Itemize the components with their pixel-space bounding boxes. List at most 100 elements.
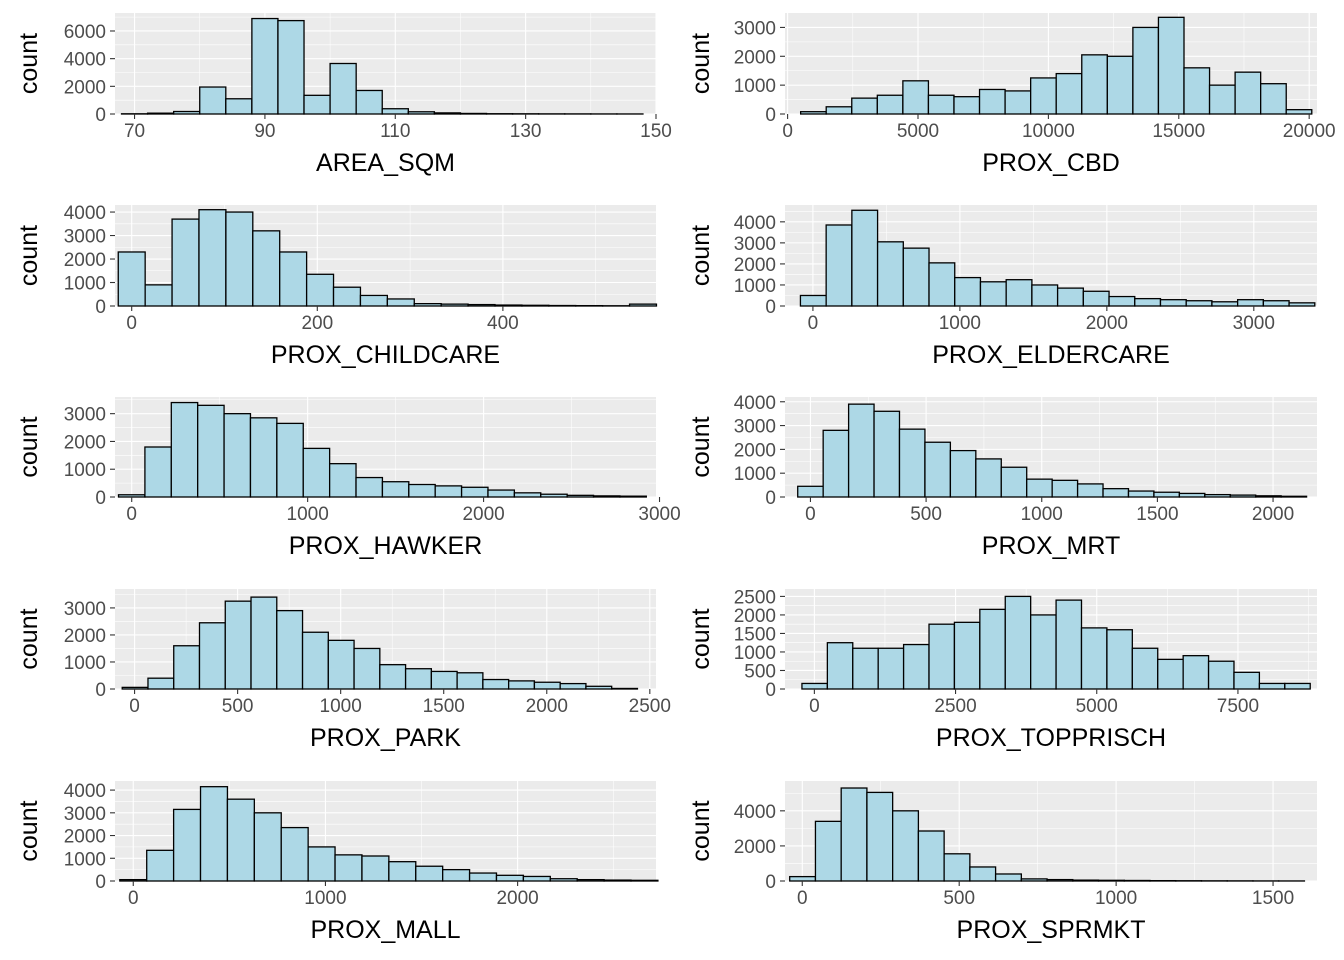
histogram-bar	[953, 621, 981, 690]
y-tick-label: 3000	[734, 234, 776, 255]
histogram-bar	[1056, 287, 1084, 307]
x-axis-title: PROX_PARK	[310, 724, 461, 752]
histogram-bar	[927, 94, 955, 115]
y-tick-label: 1000	[734, 76, 776, 97]
histogram-bar	[197, 404, 225, 498]
y-axis-title: count	[15, 416, 43, 477]
histogram-bar	[404, 668, 433, 690]
histogram-bar	[487, 489, 516, 498]
histogram-bar	[334, 854, 363, 882]
histogram-bar	[1108, 295, 1136, 307]
histogram-bar	[303, 94, 331, 115]
y-tick-label: 2000	[734, 837, 776, 858]
x-tick-label: 0	[126, 313, 137, 334]
y-tick-label: 0	[95, 105, 106, 126]
histogram-bar	[892, 810, 920, 882]
histogram-bar	[415, 865, 444, 882]
x-tick-label: 5000	[1076, 696, 1118, 717]
histogram-bar	[917, 830, 945, 882]
histogram-bar	[979, 281, 1007, 307]
histogram-bar	[1055, 599, 1083, 690]
histogram-bar	[953, 96, 981, 115]
histogram-bar	[408, 483, 436, 498]
histogram-bar	[250, 596, 278, 690]
panel-background	[115, 13, 656, 114]
histogram-bar	[482, 678, 510, 690]
histogram-bar	[949, 449, 977, 498]
histogram-bar	[173, 645, 201, 690]
histogram-bar	[847, 403, 875, 498]
histogram-bar	[117, 251, 146, 307]
x-tick-label: 0	[126, 504, 137, 525]
histogram-bar	[822, 429, 850, 498]
panel-prox-topprisch: 0 2500 5000 750005001000150020002500PROX_TO…	[687, 587, 1317, 752]
histogram-bar	[276, 609, 304, 690]
histogram-bar	[1031, 284, 1059, 307]
histogram-bar	[1211, 301, 1239, 307]
histogram-bar	[1102, 488, 1130, 498]
histogram-bar	[1234, 71, 1262, 115]
histogram-bar	[1236, 299, 1265, 307]
x-tick-label: 1000	[320, 696, 362, 717]
histogram-bar	[1182, 655, 1210, 690]
x-tick-label: 200	[301, 313, 333, 334]
histogram-bar	[226, 798, 255, 882]
histogram-bar	[799, 111, 827, 115]
histogram-bar	[144, 284, 173, 307]
histogram-bar	[361, 855, 390, 882]
histogram-bar	[1082, 290, 1110, 307]
x-tick-label: 0	[808, 313, 819, 334]
histogram-bar	[1132, 26, 1160, 115]
x-tick-label: 110	[380, 121, 410, 142]
histogram-bar	[1204, 493, 1231, 498]
histogram-bar	[223, 413, 252, 498]
histogram-bar	[630, 879, 659, 882]
x-tick-label: 5000	[897, 121, 939, 142]
y-tick-label: 2000	[64, 827, 106, 848]
histogram-bar	[251, 17, 279, 115]
histogram-bar	[876, 241, 904, 307]
histogram-bar	[521, 304, 550, 307]
histogram-bar	[979, 608, 1006, 690]
y-tick-label: 0	[765, 297, 776, 318]
x-tick-label: 20000	[1283, 121, 1336, 142]
histogram-bar	[1159, 299, 1187, 307]
histogram-bar	[460, 486, 489, 498]
histogram-bar	[877, 647, 905, 690]
x-tick-label: 0	[782, 121, 793, 142]
histogram-bar	[928, 262, 956, 307]
histogram-bar	[826, 642, 854, 690]
x-tick-label: 2500	[629, 696, 671, 717]
histogram-bar	[902, 643, 930, 690]
histogram-bar	[1080, 627, 1108, 690]
histogram-bar	[1020, 878, 1048, 882]
histogram-bar	[225, 98, 253, 115]
y-tick-label: 4000	[734, 802, 776, 823]
histogram-bar	[592, 495, 621, 498]
panel-prox-mrt: 0 500 1000 1500 200001000200030004000PROX_MR…	[687, 393, 1317, 560]
histogram-bar	[585, 685, 613, 690]
x-axis-title: PROX_TOPPRISCH	[936, 724, 1166, 752]
histogram-bar	[1288, 302, 1316, 307]
histogram-bar	[924, 441, 952, 498]
histogram-bar	[198, 209, 227, 307]
histogram-bar	[467, 303, 496, 307]
histogram-bar	[975, 458, 1002, 498]
histogram-bar	[117, 494, 146, 498]
histogram-bar	[355, 476, 384, 498]
y-axis-title: count	[687, 225, 715, 286]
x-tick-label: 1000	[1021, 504, 1063, 525]
x-tick-label: 2000	[496, 888, 538, 909]
histogram-bar	[1258, 682, 1286, 690]
x-axis-title: PROX_CHILDCARE	[271, 341, 500, 369]
histogram-bar	[1055, 72, 1083, 115]
panel-prox-cbd: 0 5000 10000 15000 20000 0 1000 2000 3000 PROX_CB…	[687, 13, 1336, 177]
histogram-bar	[1030, 614, 1057, 690]
histogram-bar	[434, 485, 463, 498]
x-tick-label: 2000	[1086, 313, 1128, 334]
histogram-bar	[1030, 77, 1057, 115]
histogram-bar	[1233, 671, 1261, 690]
histogram-bar	[442, 868, 471, 882]
histogram-bar	[851, 209, 879, 307]
x-tick-label: 400	[487, 313, 519, 334]
